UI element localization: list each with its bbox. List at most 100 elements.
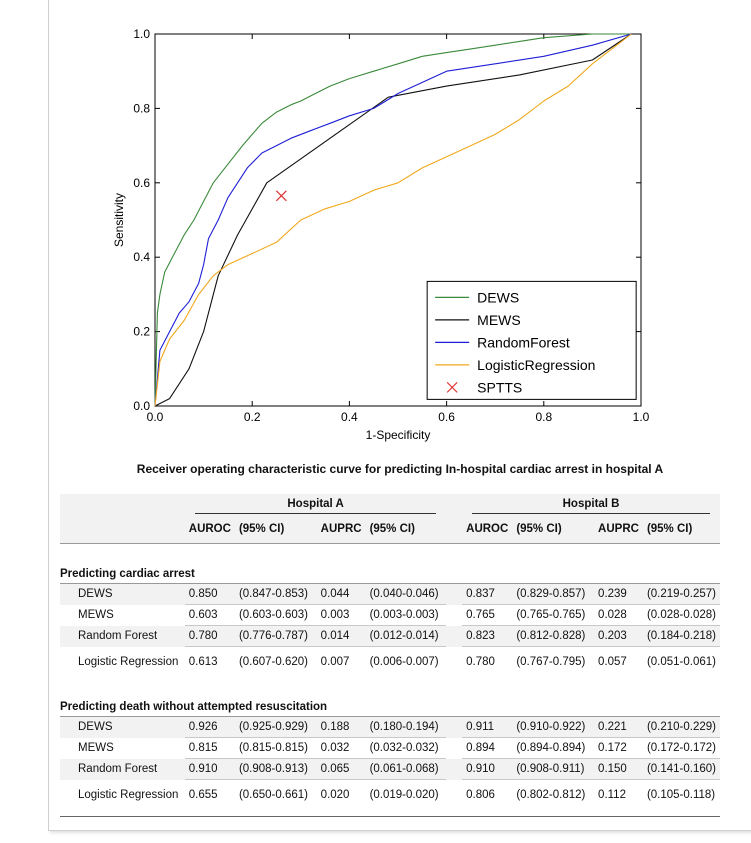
section-title-row: Predicting death without attempted resus… <box>60 697 720 717</box>
table-cell: (0.925-0.929) <box>234 716 317 738</box>
legend-label: SPTTS <box>477 379 522 395</box>
table-cell: 0.837 <box>462 583 513 605</box>
table-cell: (0.141-0.160) <box>642 758 720 780</box>
col-header-ci-b2: (95% CI) <box>642 517 720 544</box>
row-label: MEWS <box>78 609 114 621</box>
spacer-cell <box>446 780 462 811</box>
table-cell: 0.221 <box>594 716 643 738</box>
table-cell: (0.607-0.620) <box>238 656 308 668</box>
table-cell: (0.012-0.014) <box>365 625 447 647</box>
table-row: Random Forest 0.780 (0.776-0.787) 0.014 (0.0… <box>60 625 720 647</box>
series-line-randomforest <box>154 33 632 407</box>
table-cell: (0.003-0.003) <box>365 604 447 626</box>
table-row: Logistic Regression 0.655 (0.650-0.661) 0.0… <box>60 780 720 811</box>
roc-chart: 0.0 0.2 0.4 0.6 0.8 1.0 0.0 0.2 0.4 0.6 0.8 1.0 1-Sp… <box>112 27 650 442</box>
spacer-cell <box>446 605 462 626</box>
table-cell: 0.655 <box>188 789 218 801</box>
table-cell: 0.044 <box>316 583 366 605</box>
table-row: Logistic Regression 0.613 (0.607-0.620) 0.0… <box>60 647 720 678</box>
series-line-mews <box>154 33 632 407</box>
hospital-header-row: Hospital A Hospital B <box>60 494 720 517</box>
table-cell: (0.172-0.172) <box>642 737 720 759</box>
series-line-logisticregression <box>154 33 632 407</box>
legend-swatch-x2 <box>446 381 458 393</box>
table-row: Random Forest 0.910 (0.908-0.913) 0.065 (0.0… <box>60 758 720 780</box>
x-tick-label: 0.0 <box>147 410 164 424</box>
table-cell: (0.767-0.795) <box>516 656 586 668</box>
legend-label: MEWS <box>477 312 521 328</box>
spacer-cell <box>446 716 463 738</box>
table-cell: (0.180-0.194) <box>365 716 447 738</box>
x-tick-label: 0.2 <box>244 410 261 424</box>
x-tick-label: 0.6 <box>438 410 455 424</box>
results-table-wrap: Hospital A Hospital B AUROC (95% CI) AUP… <box>60 494 720 810</box>
table-cell: (0.210-0.229) <box>642 716 720 738</box>
row-label: Random Forest <box>60 758 185 780</box>
table-cell: 0.613 <box>188 656 218 668</box>
y-tick-label: 0.4 <box>133 250 150 264</box>
row-label: DEWS <box>60 583 185 605</box>
table-row: MEWS 0.815 (0.815-0.815) 0.032 (0.032-0.032)… <box>60 737 720 759</box>
col-header-ci-b1: (95% CI) <box>512 517 595 544</box>
table-cell: 0.926 <box>184 716 235 738</box>
section-gap <box>60 544 720 565</box>
row-label: Random Forest <box>60 625 185 647</box>
col-header-auroc-b: AUROC <box>462 517 513 544</box>
results-table: Hospital A Hospital B AUROC (95% CI) AUP… <box>60 494 720 810</box>
table-cell: (0.603-0.603) <box>234 604 317 626</box>
hospital-a-header: Hospital A <box>195 498 436 514</box>
legend-label: LogisticRegression <box>477 357 595 373</box>
table-cell: (0.028-0.028) <box>642 604 720 626</box>
table-cell: 0.850 <box>184 583 235 605</box>
table-cell: (0.061-0.068) <box>365 758 447 780</box>
table-row: MEWS 0.603 (0.603-0.603) 0.003 (0.003-0.003)… <box>60 604 720 626</box>
table-cell: (0.219-0.257) <box>642 583 720 605</box>
y-tick-label: 1.0 <box>133 27 150 41</box>
table-cell: 0.003 <box>316 604 366 626</box>
table-cell: 0.603 <box>184 604 235 626</box>
row-label: DEWS <box>60 716 185 738</box>
legend-label: DEWS <box>477 289 519 305</box>
spacer-cell <box>446 758 463 780</box>
table-cell: 0.065 <box>316 758 366 780</box>
y-tick-label: 0.2 <box>133 325 150 339</box>
col-header-auprc-b: AUPRC <box>594 517 643 544</box>
table-cell: 0.780 <box>466 656 495 668</box>
table-cell: (0.812-0.828) <box>512 625 595 647</box>
table-cell: 0.815 <box>184 737 235 759</box>
col-header-auprc-a: AUPRC <box>316 517 366 544</box>
spacer-cell <box>446 647 462 678</box>
sptts-marker-stroke2 <box>275 190 287 202</box>
col-header-ci-a2: (95% CI) <box>365 517 447 544</box>
table-cell: 0.172 <box>594 737 643 759</box>
table-cell: (0.040-0.046) <box>365 583 447 605</box>
table-row: DEWS 0.926 (0.925-0.929) 0.188 (0.180-0.194)… <box>60 716 720 738</box>
section-gap <box>60 677 720 697</box>
table-cell: (0.184-0.218) <box>642 625 720 647</box>
table-cell: (0.006-0.007) <box>369 656 439 668</box>
table-cell: (0.105-0.118) <box>646 789 716 801</box>
table-cell: 0.028 <box>594 604 643 626</box>
table-cell: 0.203 <box>594 625 643 647</box>
row-label: Logistic Regression <box>78 655 179 668</box>
table-cell: (0.765-0.765) <box>512 604 595 626</box>
y-axis-label: Sensitivity <box>112 193 126 247</box>
table-cell: (0.802-0.812) <box>516 789 586 801</box>
table-cell: 0.780 <box>184 625 235 647</box>
x-axis-label: 1-Specificity <box>366 428 431 442</box>
table-cell: (0.894-0.894) <box>512 737 595 759</box>
table-cell: 0.014 <box>316 625 366 647</box>
table-cell: (0.908-0.913) <box>234 758 317 780</box>
x-tick-label: 0.8 <box>535 410 552 424</box>
hospital-b-header: Hospital B <box>472 498 710 514</box>
table-cell: (0.032-0.032) <box>365 737 447 759</box>
table-cell: (0.019-0.020) <box>369 789 439 801</box>
legend-box <box>426 280 637 400</box>
y-tick-label: 0.8 <box>133 101 150 115</box>
column-header-row: AUROC (95% CI) AUPRC (95% CI) AUROC (95%… <box>60 517 720 544</box>
spacer-cell <box>446 625 463 647</box>
x-tick-label: 0.4 <box>341 410 358 424</box>
table-cell: (0.650-0.661) <box>238 789 308 801</box>
table-cell: 0.910 <box>184 758 235 780</box>
table-cell: (0.829-0.857) <box>512 583 595 605</box>
